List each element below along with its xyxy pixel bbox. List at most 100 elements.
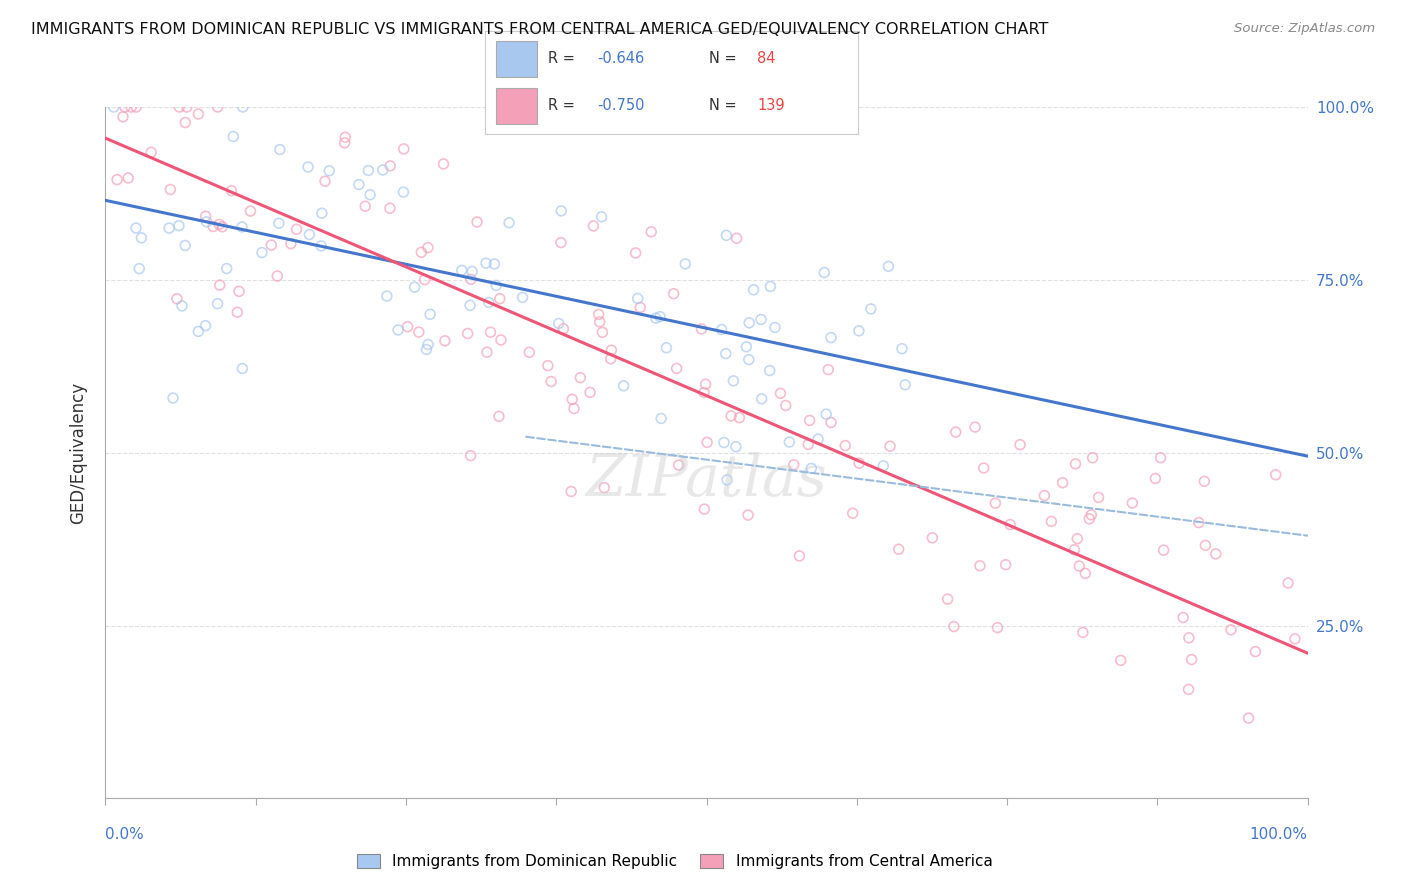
Point — [479, 325, 502, 339]
Point — [117, 171, 139, 186]
Point — [266, 268, 288, 283]
Point — [813, 266, 835, 280]
Point — [540, 375, 562, 389]
Bar — [496, 42, 537, 78]
Point — [419, 307, 441, 321]
Point — [738, 352, 761, 367]
Point — [309, 239, 332, 253]
Point — [1052, 475, 1074, 490]
Point — [1178, 631, 1201, 645]
Point — [114, 100, 136, 114]
Point — [655, 341, 678, 355]
Point — [250, 245, 273, 260]
Point — [228, 285, 250, 299]
Point — [1244, 644, 1267, 658]
Point — [392, 185, 415, 199]
Point — [517, 345, 540, 359]
Point — [208, 278, 231, 293]
Point — [232, 100, 254, 114]
Text: Source: ZipAtlas.com: Source: ZipAtlas.com — [1234, 22, 1375, 36]
Point — [1066, 532, 1088, 546]
Point — [1087, 491, 1109, 505]
Point — [1205, 547, 1227, 561]
Point — [588, 307, 610, 321]
Point — [450, 263, 472, 277]
Point — [547, 317, 569, 331]
Point — [859, 301, 882, 316]
Point — [998, 517, 1021, 532]
Point — [311, 206, 333, 220]
Point — [599, 351, 621, 366]
Point — [693, 385, 716, 400]
Point — [593, 481, 616, 495]
Point — [735, 340, 758, 354]
Point — [872, 458, 894, 473]
Text: 100.0%: 100.0% — [1250, 827, 1308, 841]
Point — [221, 184, 243, 198]
Point — [187, 325, 209, 339]
Point — [775, 399, 797, 413]
Point — [380, 159, 402, 173]
Point — [231, 219, 253, 234]
Point — [207, 296, 229, 310]
Point — [195, 215, 218, 229]
Point — [354, 199, 377, 213]
Point — [211, 219, 233, 234]
Point — [413, 273, 436, 287]
Point — [1063, 542, 1085, 557]
Point — [375, 289, 398, 303]
Point — [1277, 576, 1299, 591]
Point — [648, 310, 671, 324]
Point — [485, 278, 508, 293]
Point — [560, 484, 582, 499]
Point — [1064, 457, 1087, 471]
Point — [222, 129, 245, 144]
Point — [498, 216, 520, 230]
Point — [696, 435, 718, 450]
Point — [724, 440, 747, 454]
Point — [723, 374, 745, 388]
Point — [285, 222, 308, 236]
Point — [226, 305, 249, 319]
Text: -0.750: -0.750 — [596, 97, 644, 112]
Point — [751, 392, 773, 406]
Point — [800, 461, 823, 475]
Point — [693, 502, 716, 516]
Point — [1149, 450, 1171, 465]
Point — [591, 326, 613, 340]
Point — [396, 319, 419, 334]
Point — [408, 325, 430, 339]
Point — [111, 110, 134, 124]
Point — [1109, 653, 1132, 667]
Point — [783, 458, 806, 472]
Point — [166, 292, 188, 306]
Point — [269, 143, 291, 157]
Point — [600, 343, 623, 358]
Point — [763, 320, 786, 334]
Point — [553, 322, 575, 336]
Point — [475, 345, 498, 359]
Point — [1237, 711, 1260, 725]
Point — [162, 391, 184, 405]
Point — [458, 298, 481, 312]
Point — [984, 496, 1007, 510]
Point — [1177, 682, 1199, 697]
Point — [260, 238, 283, 252]
Point — [378, 201, 401, 215]
Point — [461, 264, 484, 278]
Point — [942, 619, 965, 633]
Point — [815, 407, 838, 421]
Point — [267, 216, 290, 230]
Point — [128, 261, 150, 276]
Point — [879, 439, 901, 453]
Point — [478, 295, 501, 310]
Point — [627, 292, 650, 306]
Point — [834, 439, 856, 453]
Point — [668, 458, 690, 472]
Point — [125, 100, 148, 114]
Point — [297, 160, 319, 174]
Point — [963, 420, 986, 434]
Point — [624, 246, 647, 260]
Point — [986, 621, 1008, 635]
Point — [194, 209, 217, 223]
